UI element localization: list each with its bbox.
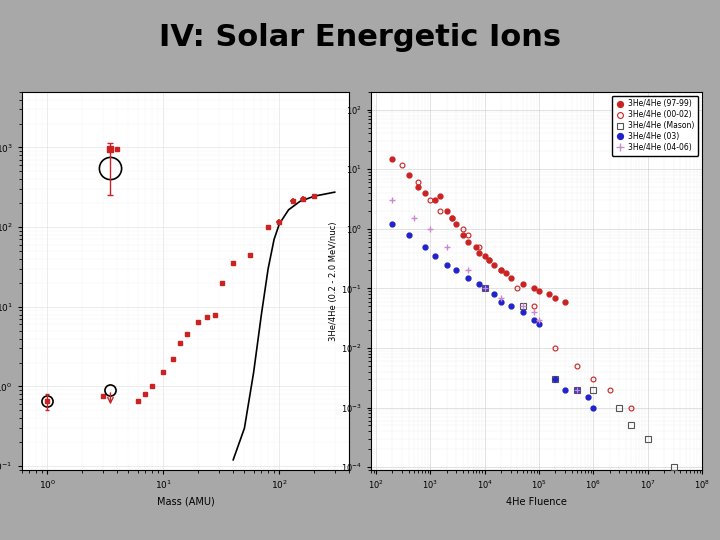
- 3He/4He (97-99): [388, 156, 397, 162]
- 3He/4He (03): [551, 376, 559, 382]
- X-axis label: Mass (AMU): Mass (AMU): [156, 497, 215, 507]
- 3He/4He (Mason): [644, 435, 652, 442]
- 3He/4He (00-02): [475, 244, 484, 250]
- Line: 3He/4He (04-06): 3He/4He (04-06): [389, 197, 580, 393]
- 3He/4He (04-06): [518, 303, 527, 309]
- 3He/4He (04-06): [529, 309, 538, 315]
- 3He/4He (97-99): [431, 197, 439, 204]
- 3He/4He (03): [535, 321, 544, 327]
- 3He/4He (03): [518, 309, 527, 315]
- 3He/4He (00-02): [485, 256, 493, 263]
- Legend: 3He/4He (97-99), 3He/4He (00-02), 3He/4He (Mason), 3He/4He (03), 3He/4He (04-06): 3He/4He (97-99), 3He/4He (00-02), 3He/4H…: [612, 96, 698, 156]
- 3He/4He (04-06): [464, 267, 472, 274]
- 3He/4He (97-99): [535, 288, 544, 294]
- Text: IV: Solar Energetic Ions: IV: Solar Energetic Ions: [159, 23, 561, 52]
- 3He/4He (04-06): [535, 316, 544, 323]
- 3He/4He (03): [452, 267, 461, 274]
- 3He/4He (00-02): [414, 179, 423, 186]
- 3He/4He (00-02): [464, 231, 472, 238]
- 3He/4He (97-99): [506, 275, 515, 281]
- 3He/4He (97-99): [551, 294, 559, 301]
- 3He/4He (Mason): [589, 386, 598, 393]
- 3He/4He (97-99): [561, 299, 570, 305]
- 3He/4He (00-02): [397, 161, 406, 168]
- 3He/4He (03): [589, 404, 598, 411]
- 3He/4He (03): [497, 299, 505, 305]
- 3He/4He (97-99): [544, 291, 553, 298]
- Y-axis label: 3He/4He (0.2 - 2.0 MeV/nuc): 3He/4He (0.2 - 2.0 MeV/nuc): [329, 221, 338, 341]
- 3He/4He (97-99): [464, 239, 472, 245]
- 3He/4He (Mason): [480, 285, 489, 292]
- 3He/4He (04-06): [442, 244, 451, 250]
- 3He/4He (97-99): [472, 244, 481, 250]
- 3He/4He (00-02): [436, 208, 444, 214]
- 3He/4He (97-99): [405, 172, 413, 178]
- 3He/4He (97-99): [459, 231, 467, 238]
- 3He/4He (97-99): [518, 280, 527, 287]
- 3He/4He (03): [529, 316, 538, 323]
- 3He/4He (03): [388, 221, 397, 227]
- 3He/4He (03): [584, 394, 593, 400]
- 3He/4He (03): [464, 275, 472, 281]
- 3He/4He (97-99): [442, 208, 451, 214]
- 3He/4He (03): [405, 231, 413, 238]
- 3He/4He (04-06): [480, 285, 489, 292]
- 3He/4He (00-02): [459, 226, 467, 232]
- 3He/4He (97-99): [529, 285, 538, 292]
- 3He/4He (Mason): [670, 464, 678, 470]
- 3He/4He (04-06): [388, 197, 397, 204]
- 3He/4He (03): [490, 291, 498, 298]
- 3He/4He (Mason): [615, 404, 624, 411]
- 3He/4He (97-99): [448, 215, 456, 221]
- 3He/4He (Mason): [518, 303, 527, 309]
- 3He/4He (97-99): [475, 249, 484, 256]
- 3He/4He (03): [506, 303, 515, 309]
- Line: 3He/4He (97-99): 3He/4He (97-99): [390, 157, 567, 304]
- 3He/4He (97-99): [497, 267, 505, 274]
- 3He/4He (Mason): [572, 386, 581, 393]
- Line: 3He/4He (Mason): 3He/4He (Mason): [482, 286, 676, 470]
- 3He/4He (Mason): [627, 422, 636, 429]
- Line: 3He/4He (00-02): 3He/4He (00-02): [400, 162, 634, 410]
- 3He/4He (03): [572, 386, 581, 393]
- 3He/4He (04-06): [572, 386, 581, 393]
- 3He/4He (97-99): [485, 256, 493, 263]
- 3He/4He (00-02): [513, 285, 522, 292]
- 3He/4He (97-99): [414, 184, 423, 191]
- X-axis label: 4He Fluence: 4He Fluence: [506, 497, 567, 507]
- 3He/4He (04-06): [497, 294, 505, 301]
- 3He/4He (00-02): [448, 215, 456, 221]
- 3He/4He (00-02): [426, 197, 435, 204]
- 3He/4He (00-02): [627, 404, 636, 411]
- 3He/4He (03): [442, 261, 451, 268]
- 3He/4He (00-02): [589, 376, 598, 382]
- 3He/4He (97-99): [452, 221, 461, 227]
- 3He/4He (00-02): [497, 267, 505, 274]
- 3He/4He (Mason): [551, 376, 559, 382]
- 3He/4He (00-02): [529, 303, 538, 309]
- 3He/4He (97-99): [490, 261, 498, 268]
- 3He/4He (97-99): [480, 253, 489, 259]
- 3He/4He (03): [561, 386, 570, 393]
- 3He/4He (03): [431, 253, 439, 259]
- 3He/4He (04-06): [410, 215, 418, 221]
- 3He/4He (03): [480, 285, 489, 292]
- 3He/4He (97-99): [502, 270, 510, 276]
- Line: 3He/4He (03): 3He/4He (03): [390, 222, 595, 410]
- 3He/4He (00-02): [551, 345, 559, 351]
- 3He/4He (00-02): [572, 363, 581, 369]
- 3He/4He (04-06): [426, 226, 435, 232]
- 3He/4He (03): [420, 244, 429, 250]
- 3He/4He (97-99): [420, 190, 429, 196]
- 3He/4He (00-02): [606, 386, 614, 393]
- 3He/4He (97-99): [436, 193, 444, 200]
- 3He/4He (03): [475, 280, 484, 287]
